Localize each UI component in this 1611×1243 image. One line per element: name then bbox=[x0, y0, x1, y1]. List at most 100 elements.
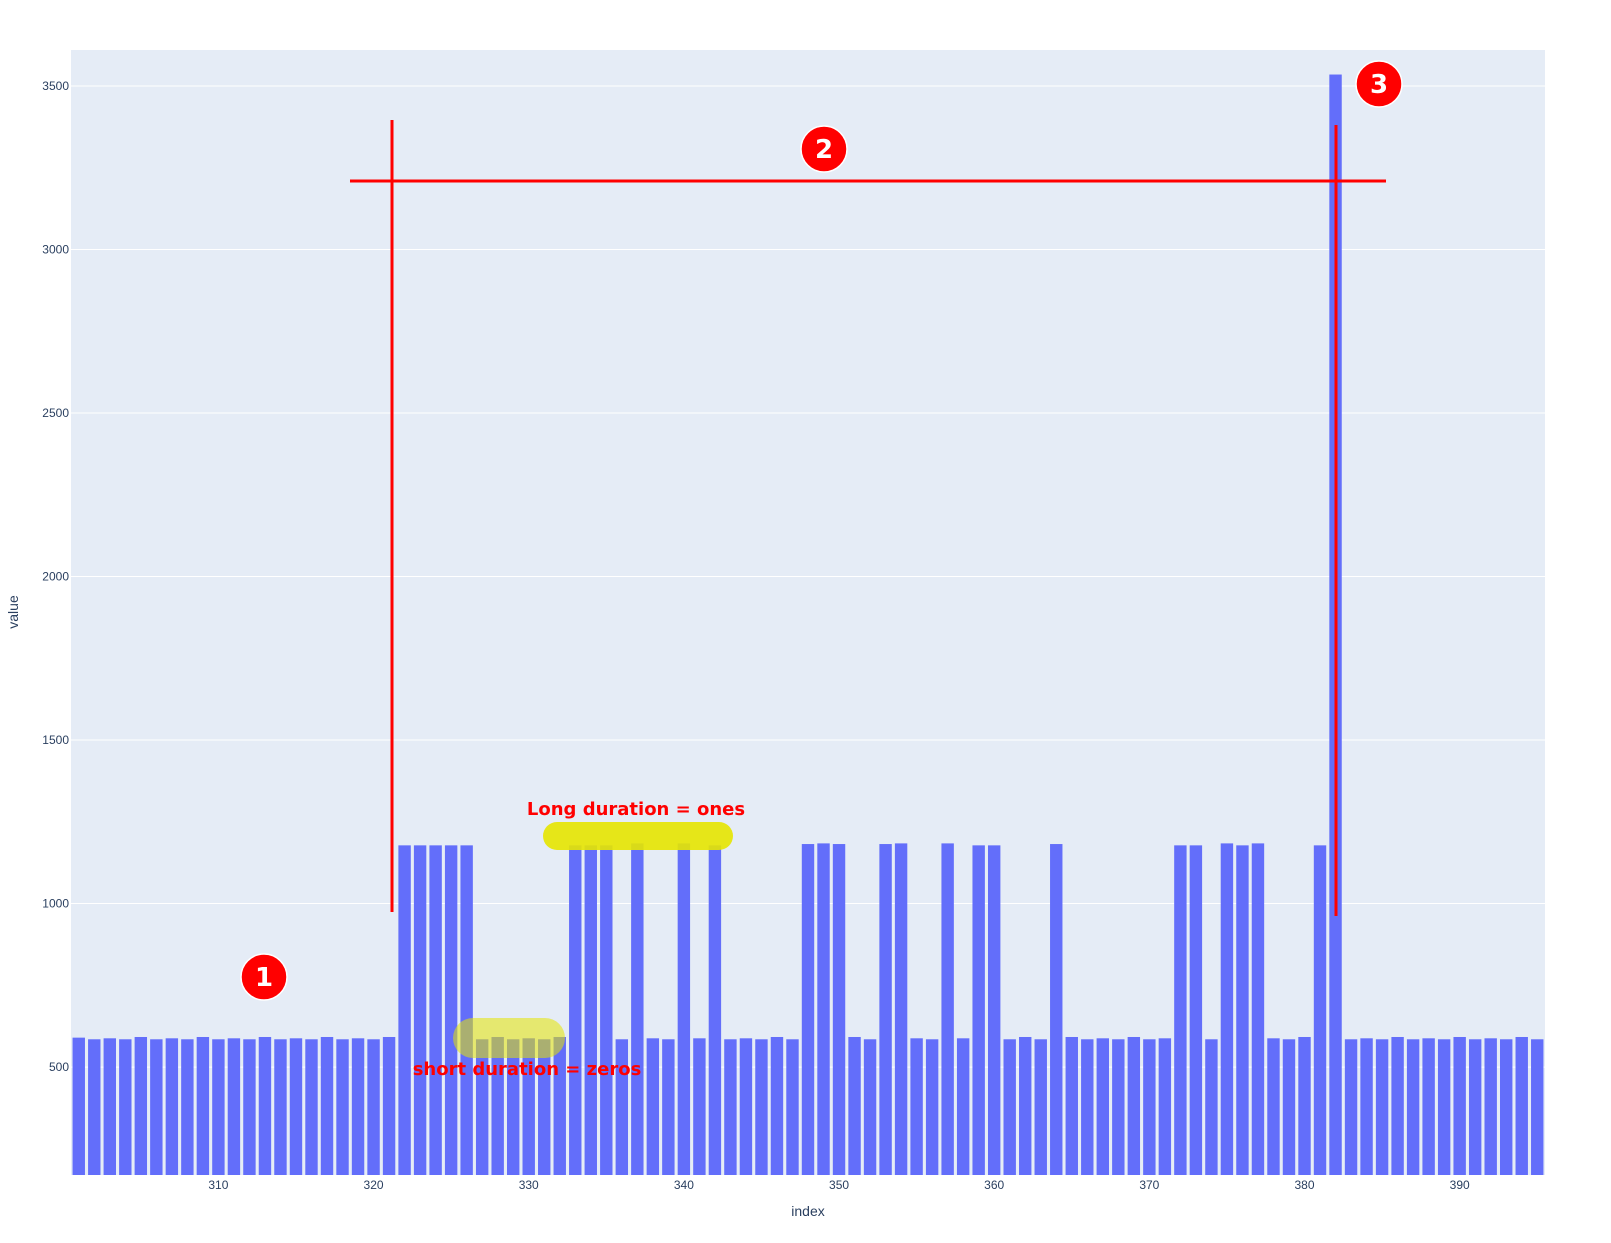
bar bbox=[1220, 843, 1234, 1175]
bar bbox=[1143, 1039, 1156, 1175]
bar bbox=[1205, 1039, 1218, 1175]
bar bbox=[1112, 1039, 1125, 1175]
x-tick-label: 380 bbox=[1294, 1178, 1314, 1192]
x-tick-label: 370 bbox=[1139, 1178, 1159, 1192]
badge-3: 3 bbox=[1355, 60, 1403, 108]
bar bbox=[305, 1039, 318, 1175]
bar bbox=[1174, 845, 1187, 1175]
bar bbox=[460, 845, 473, 1175]
bar bbox=[274, 1039, 287, 1175]
bar bbox=[243, 1039, 256, 1175]
y-tick-label: 1000 bbox=[42, 897, 69, 911]
bar bbox=[538, 1039, 551, 1175]
x-tick-label: 340 bbox=[674, 1178, 694, 1192]
bar bbox=[553, 1036, 566, 1175]
bar bbox=[506, 1039, 520, 1175]
bar bbox=[817, 843, 830, 1175]
bar bbox=[1065, 1036, 1078, 1175]
bar bbox=[336, 1039, 349, 1175]
bar bbox=[1515, 1036, 1528, 1175]
x-axis-ticks: 310 320 330 340 350 360 370 380 390 bbox=[208, 1178, 1470, 1192]
bar bbox=[1422, 1038, 1435, 1175]
x-axis-title: index bbox=[791, 1203, 824, 1219]
bar bbox=[708, 845, 722, 1175]
bar bbox=[212, 1039, 225, 1175]
bar bbox=[103, 1038, 116, 1175]
short-duration-label: short duration = zeros bbox=[413, 1059, 642, 1080]
bar bbox=[1282, 1039, 1296, 1175]
bar bbox=[615, 1039, 629, 1175]
bar bbox=[786, 1039, 799, 1175]
bar bbox=[258, 1036, 272, 1175]
bar bbox=[150, 1039, 163, 1175]
bar bbox=[879, 844, 892, 1175]
bar bbox=[910, 1038, 923, 1175]
bar bbox=[569, 845, 582, 1175]
y-axis-title: value bbox=[5, 595, 21, 629]
bar bbox=[1531, 1039, 1544, 1175]
x-tick-label: 310 bbox=[208, 1178, 228, 1192]
x-tick-label: 320 bbox=[364, 1178, 384, 1192]
badge-1: 1 bbox=[240, 953, 288, 1001]
x-tick-label: 350 bbox=[829, 1178, 849, 1192]
bar bbox=[894, 843, 908, 1175]
badge-2-circle bbox=[800, 125, 848, 173]
badge-3-circle bbox=[1355, 60, 1403, 108]
x-tick-label: 360 bbox=[984, 1178, 1004, 1192]
bar bbox=[832, 844, 846, 1175]
badge-3-number: 3 bbox=[1370, 70, 1388, 100]
bar bbox=[320, 1036, 334, 1175]
bar bbox=[134, 1036, 148, 1175]
bar bbox=[382, 1036, 396, 1175]
long-duration-highlight bbox=[543, 822, 733, 850]
bar bbox=[367, 1039, 380, 1175]
bar bbox=[801, 844, 815, 1175]
y-tick-label: 500 bbox=[49, 1060, 69, 1074]
bar bbox=[1484, 1038, 1497, 1175]
bar bbox=[987, 845, 1001, 1175]
badge-1-number: 1 bbox=[255, 963, 273, 993]
bar bbox=[227, 1038, 241, 1175]
bar bbox=[1313, 845, 1327, 1175]
bar bbox=[693, 1038, 706, 1175]
bar bbox=[351, 1038, 365, 1175]
bar bbox=[1437, 1039, 1451, 1175]
bar bbox=[1468, 1039, 1482, 1175]
y-tick-label: 3000 bbox=[42, 242, 69, 256]
annotations: Long duration = ones short duration = ze… bbox=[240, 60, 1403, 1080]
bar bbox=[584, 845, 597, 1175]
badge-2-number: 2 bbox=[815, 135, 833, 165]
bar bbox=[1375, 1039, 1389, 1175]
bar bbox=[925, 1039, 939, 1175]
bar bbox=[1050, 844, 1063, 1175]
bar bbox=[1034, 1039, 1047, 1175]
bar bbox=[88, 1039, 101, 1175]
bar bbox=[631, 843, 644, 1175]
bar bbox=[956, 1038, 970, 1175]
bar bbox=[1453, 1036, 1466, 1175]
y-tick-label: 1500 bbox=[42, 733, 69, 747]
bar bbox=[1127, 1036, 1141, 1175]
bar bbox=[1236, 845, 1249, 1175]
bar bbox=[724, 1039, 737, 1175]
bar bbox=[677, 843, 691, 1175]
y-tick-label: 3500 bbox=[42, 79, 69, 93]
bar bbox=[863, 1039, 877, 1175]
bar bbox=[491, 1036, 504, 1175]
bar bbox=[1081, 1039, 1094, 1175]
x-tick-label: 330 bbox=[519, 1178, 539, 1192]
bar bbox=[1158, 1038, 1172, 1175]
bar bbox=[475, 1039, 489, 1175]
bar bbox=[165, 1038, 179, 1175]
short-duration-highlight bbox=[453, 1018, 565, 1058]
bar bbox=[1267, 1038, 1280, 1175]
bar bbox=[1298, 1036, 1311, 1175]
bar bbox=[848, 1036, 861, 1175]
badge-1-circle bbox=[240, 953, 288, 1001]
bar bbox=[429, 845, 442, 1175]
bar bbox=[755, 1039, 768, 1175]
bar bbox=[72, 1037, 85, 1175]
bar-series bbox=[72, 74, 1544, 1176]
bar bbox=[289, 1038, 303, 1175]
